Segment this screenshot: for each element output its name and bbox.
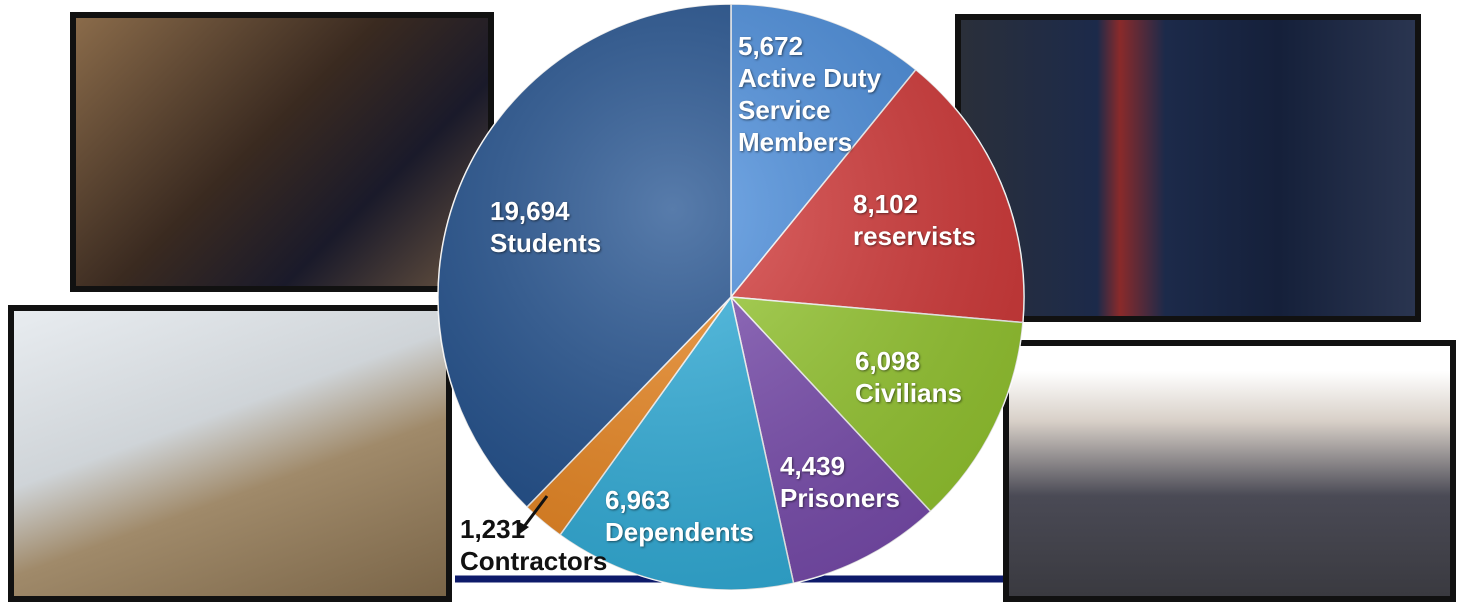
value-label: 6,098 — [855, 346, 921, 376]
category-label: Active Duty Service Members — [738, 63, 882, 157]
pointer — [521, 495, 549, 529]
value-label: 5,672 — [738, 31, 804, 61]
photo-reunion — [8, 305, 452, 602]
category-label: Students — [490, 228, 602, 258]
category-label: Dependents — [605, 517, 754, 547]
slice-label: 1,231 Contractors — [460, 513, 640, 577]
slice-label: 19,694 Students — [490, 195, 670, 259]
photo-officers — [70, 12, 494, 292]
category-label: Contractors — [460, 546, 608, 576]
value-label: 1,231 — [460, 514, 526, 544]
value-label: 6,963 — [605, 485, 671, 515]
value-label: 8,102 — [853, 189, 919, 219]
pointer-head — [518, 522, 529, 535]
slice-label: 6,098 Civilians — [855, 345, 1015, 409]
photo-workforce — [1003, 340, 1456, 602]
slice-label: 5,672 Active Duty Service Members — [738, 30, 928, 158]
slice-label: 4,439 Prisoners — [780, 450, 930, 514]
category-label: reservists — [853, 221, 976, 251]
category-label: Civilians — [855, 378, 962, 408]
category-label: Prisoners — [780, 483, 900, 513]
photo-honor-guard — [955, 14, 1421, 322]
value-label: 19,694 — [490, 196, 570, 226]
value-label: 4,439 — [780, 451, 846, 481]
slice-label: 8,102 reservists — [853, 188, 1023, 252]
slice-label: 6,963 Dependents — [605, 484, 785, 548]
